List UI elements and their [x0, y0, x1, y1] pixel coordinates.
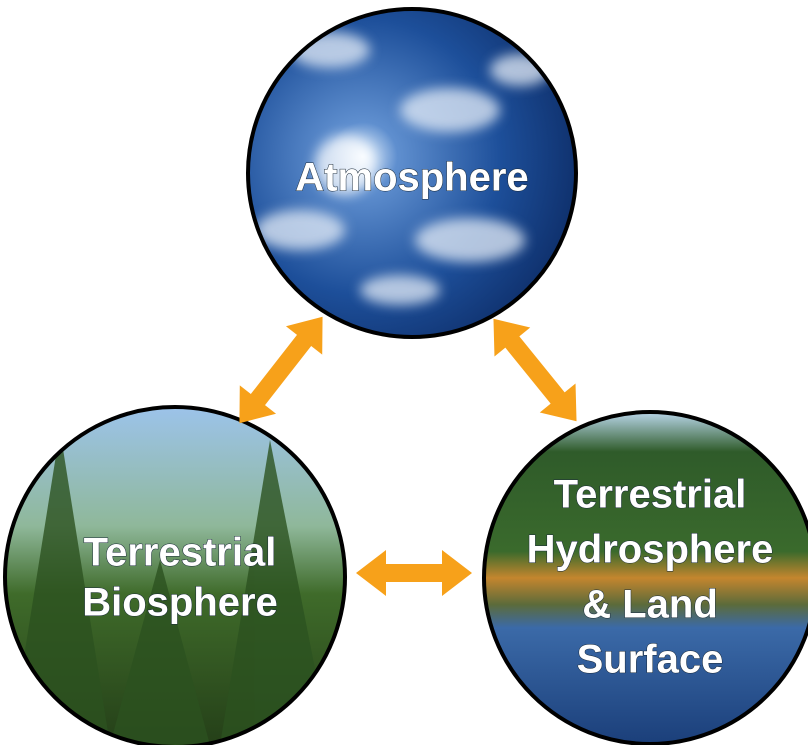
- node-label: Atmosphere: [295, 156, 528, 200]
- node-label: Surface: [577, 638, 724, 682]
- double-arrow: [356, 550, 472, 596]
- double-arrow: [476, 304, 595, 436]
- hydrosphere-node: [484, 412, 808, 744]
- double-arrow: [221, 303, 340, 438]
- diagram: Atmosphere Terrestrial Biosphere Terrestria…: [0, 0, 808, 745]
- biosphere-node: [5, 407, 345, 745]
- node-label: & Land: [582, 583, 718, 627]
- node-label: Biosphere: [82, 581, 278, 625]
- node-label: Terrestrial: [84, 531, 277, 575]
- node-label: Terrestrial: [554, 473, 747, 517]
- node-label: Hydrosphere: [527, 528, 774, 572]
